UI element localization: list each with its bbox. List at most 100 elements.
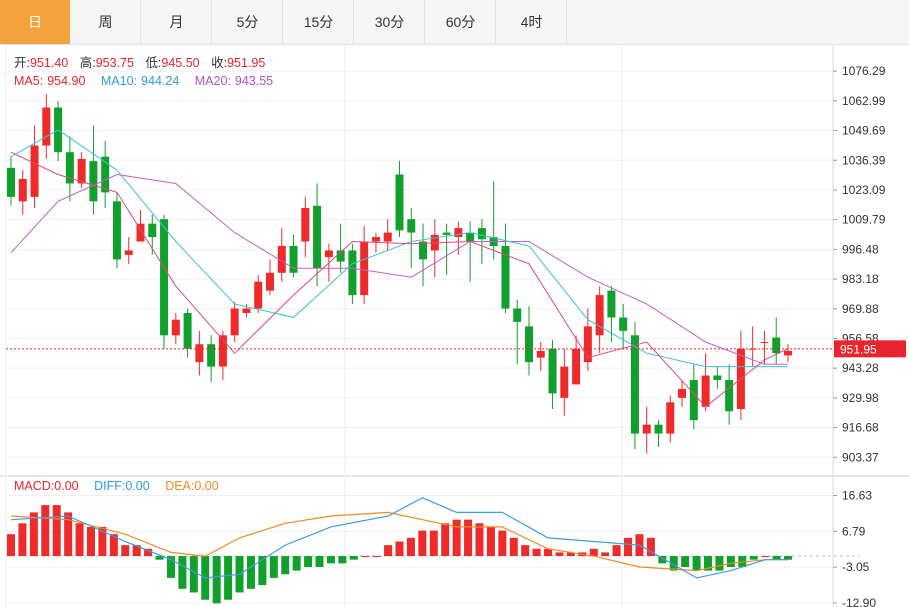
price-tick-label: 929.98 (842, 391, 879, 405)
tab-5min[interactable]: 5分 (213, 0, 283, 44)
price-gridlines (6, 70, 833, 458)
macd-bar (772, 556, 781, 560)
macd-bar (555, 552, 564, 557)
macd-bar (258, 556, 267, 586)
macd-bar (612, 545, 621, 557)
macd-bar (418, 530, 427, 557)
macd-bar (315, 556, 324, 567)
candle-body (713, 375, 722, 380)
candle-body (336, 250, 345, 262)
candle-body (607, 290, 616, 318)
macd-bar (372, 556, 381, 558)
macd-bar (452, 519, 461, 557)
candle-body (7, 167, 15, 197)
macd-tick-label: 16.63 (842, 489, 872, 503)
macd-bar (292, 556, 301, 571)
macd-bar (155, 556, 164, 560)
price-tick-label: 1049.69 (842, 124, 886, 138)
macd-bar (624, 537, 633, 557)
candle-body (195, 344, 204, 363)
candle-body (207, 344, 216, 367)
candle-body (89, 161, 98, 202)
macd-bar (498, 530, 507, 557)
macd-bar (52, 505, 61, 557)
candle-body (289, 245, 298, 273)
candle-body (630, 335, 639, 434)
tab-60min[interactable]: 60分 (426, 0, 496, 44)
macd-bar (761, 556, 770, 558)
macd-bar (521, 545, 530, 557)
ma-legend: MA5: 954.90 MA10: 944.24 MA20: 943.55 (14, 74, 273, 88)
macd-bar (544, 548, 553, 557)
macd-bar (464, 519, 473, 557)
price-tick-label: 1023.09 (842, 183, 886, 197)
candle-body (77, 158, 86, 184)
diff-line (10, 497, 788, 579)
candle-body (230, 308, 239, 336)
candle-body (642, 424, 651, 434)
candle-body (689, 379, 698, 421)
candle-body (395, 174, 404, 231)
candle-body (101, 156, 110, 193)
macd-histogram (7, 505, 792, 604)
macd-bar (349, 556, 358, 560)
macd-bar (144, 548, 153, 557)
candlesticks (7, 94, 792, 454)
tab-30min[interactable]: 30分 (355, 0, 425, 44)
candle-body (560, 366, 569, 398)
macd-bar (395, 541, 404, 557)
candle-body (148, 223, 157, 238)
tab-15min[interactable]: 15分 (284, 0, 354, 44)
macd-bar (406, 537, 415, 557)
macd-bar (132, 545, 141, 557)
macd-bar (566, 552, 575, 557)
price-tick-label: 983.18 (842, 272, 879, 286)
tab-week[interactable]: 周 (71, 0, 141, 44)
candle-body (701, 375, 710, 407)
candle-body (277, 245, 286, 273)
macd-bar (589, 548, 598, 557)
macd-bar (166, 556, 175, 578)
price-tick-label: 1076.29 (842, 64, 886, 78)
macd-bar (18, 523, 27, 557)
macd-bar (338, 556, 347, 564)
candle-body (183, 312, 192, 349)
macd-bar (475, 523, 484, 557)
macd-bar (7, 534, 15, 557)
macd-bar (658, 556, 667, 564)
price-tick-label: 996.48 (842, 242, 879, 256)
macd-bar (41, 505, 50, 557)
macd-bar (384, 545, 393, 557)
macd-bar (532, 548, 541, 557)
candle-body (348, 250, 357, 296)
candle-body (136, 223, 145, 242)
candle-body (513, 308, 522, 322)
candle-body (218, 335, 227, 367)
candle-body (18, 178, 27, 202)
macd-bar (784, 556, 792, 560)
tab-4hour[interactable]: 4时 (497, 0, 567, 44)
price-axis: 1076.29 1062.99 1049.69 1036.39 1023.09 1009.… (833, 64, 886, 464)
macd-bar (486, 526, 495, 557)
tab-month[interactable]: 月 (142, 0, 212, 44)
macd-bar (281, 556, 290, 575)
ohlc-legend: 开:951.40 高:953.75 低:945.50 收:951.95 (14, 55, 265, 70)
macd-bar (681, 556, 690, 567)
macd-bar (749, 556, 758, 560)
candle-body (124, 250, 133, 255)
macd-bar (178, 556, 187, 589)
macd-axis: 16.63 6.79 -3.05 -12.90 (833, 489, 876, 607)
macd-bar (212, 556, 221, 604)
candle-body (678, 388, 687, 398)
macd-tick-label: -3.05 (842, 560, 870, 574)
tab-day[interactable]: 日 (0, 0, 70, 44)
ma5-line (10, 151, 789, 408)
macd-bar (669, 556, 678, 571)
macd-bar (601, 552, 610, 557)
macd-bar (29, 512, 38, 557)
macd-bar (64, 512, 73, 557)
macd-bar (224, 556, 233, 600)
candle-body (725, 379, 734, 412)
stock-chart[interactable]: 1076.29 1062.99 1049.69 1036.39 1023.09 1009.… (0, 45, 909, 607)
macd-bar (75, 523, 84, 557)
